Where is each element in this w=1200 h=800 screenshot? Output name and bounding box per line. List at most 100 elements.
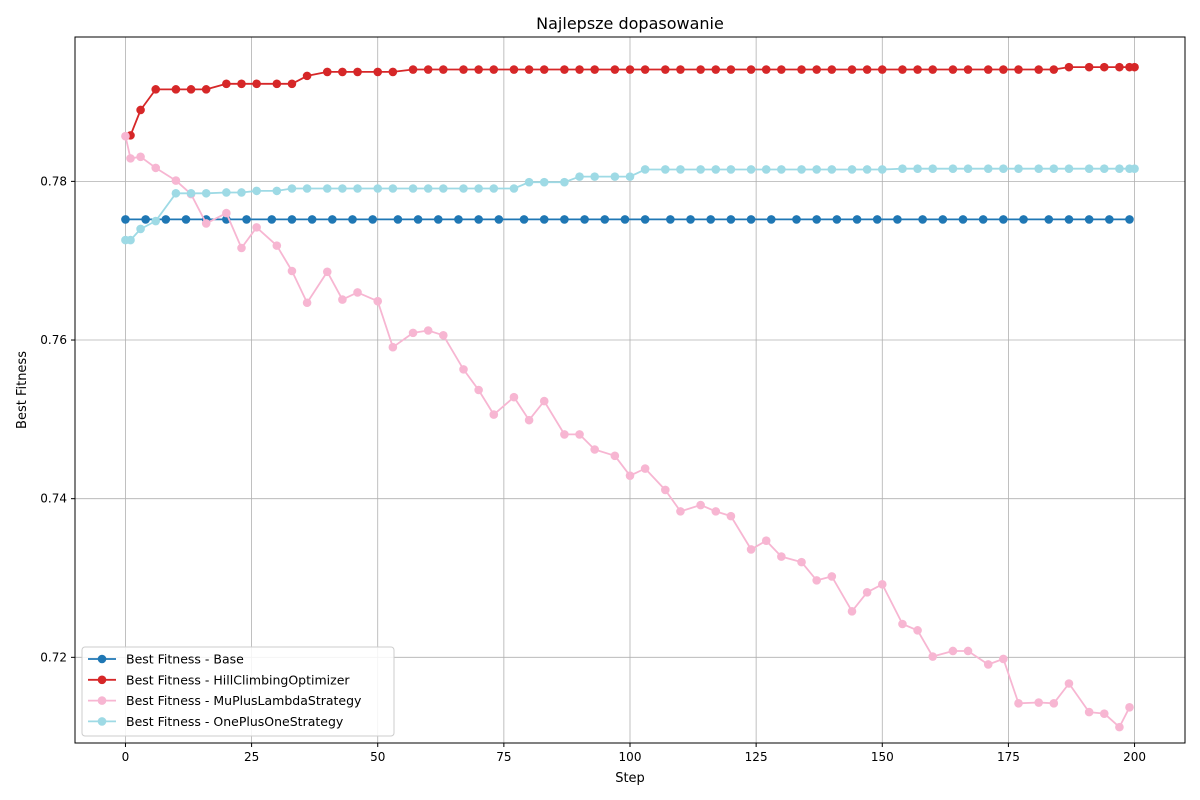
- data-point: [777, 65, 786, 74]
- data-point: [338, 67, 347, 77]
- data-point: [999, 164, 1008, 173]
- series-1: [121, 215, 1134, 224]
- data-point: [136, 152, 145, 162]
- data-point: [666, 215, 675, 224]
- data-point: [761, 536, 771, 546]
- data-point: [600, 215, 610, 224]
- data-point: [1130, 164, 1139, 173]
- data-point: [640, 464, 650, 473]
- data-point: [812, 165, 821, 174]
- data-point: [171, 176, 181, 185]
- data-point: [1125, 703, 1134, 712]
- data-point: [983, 164, 993, 173]
- data-point: [252, 79, 261, 89]
- data-point: [963, 646, 973, 656]
- data-point: [201, 85, 211, 94]
- data-point: [121, 215, 130, 224]
- data-point: [1064, 679, 1074, 688]
- data-point: [913, 626, 922, 635]
- series-layer: [121, 62, 1139, 732]
- data-point: [661, 165, 670, 174]
- data-point: [999, 65, 1008, 74]
- data-point: [1064, 215, 1074, 224]
- data-point: [575, 172, 584, 181]
- data-point: [913, 65, 922, 74]
- data-point: [746, 65, 756, 74]
- data-point: [423, 184, 433, 193]
- data-point: [610, 65, 620, 74]
- data-point: [524, 415, 534, 425]
- data-point: [877, 65, 887, 74]
- data-point: [625, 172, 635, 181]
- data-point: [121, 131, 130, 141]
- legend-marker: [97, 696, 107, 705]
- data-point: [661, 65, 670, 74]
- data-point: [1099, 164, 1109, 173]
- data-point: [726, 65, 736, 74]
- data-point: [126, 154, 135, 163]
- data-point: [126, 235, 135, 245]
- data-point: [560, 177, 569, 187]
- data-point: [272, 241, 282, 250]
- data-point: [151, 163, 161, 173]
- data-point: [459, 365, 468, 374]
- data-point: [898, 164, 907, 173]
- legend-marker: [97, 717, 107, 726]
- legend-label: Best Fitness - MuPlusLambdaStrategy: [126, 693, 362, 708]
- data-point: [509, 392, 519, 402]
- data-point: [1084, 215, 1094, 224]
- data-point: [307, 215, 317, 224]
- data-point: [272, 79, 282, 89]
- data-point: [1014, 699, 1023, 708]
- legend-item: Best Fitness - OnePlusOneStrategy: [88, 714, 344, 729]
- data-point: [580, 215, 589, 224]
- data-point: [1115, 722, 1124, 732]
- data-point: [287, 266, 297, 276]
- data-point: [847, 607, 857, 616]
- data-point: [711, 65, 721, 74]
- data-point: [373, 296, 383, 306]
- data-point: [761, 165, 771, 174]
- data-point: [640, 65, 650, 74]
- x-tick-label: 0: [122, 750, 130, 764]
- y-tick-label: 0.74: [40, 492, 67, 506]
- legend-label: Best Fitness - Base: [126, 652, 244, 667]
- data-point: [1049, 699, 1059, 708]
- data-point: [287, 215, 297, 224]
- data-point: [353, 184, 362, 193]
- legend-box: [81, 646, 395, 737]
- data-point: [252, 223, 261, 232]
- data-point: [827, 65, 837, 74]
- data-point: [893, 215, 902, 224]
- data-point: [696, 65, 705, 74]
- data-point: [610, 451, 620, 461]
- data-point: [353, 288, 362, 297]
- data-point: [1084, 62, 1094, 72]
- data-point: [797, 165, 806, 174]
- x-tick-label: 150: [871, 750, 894, 764]
- data-point: [353, 67, 362, 77]
- data-point: [322, 267, 332, 277]
- data-point: [560, 430, 569, 439]
- data-point: [590, 445, 599, 454]
- data-point: [338, 295, 347, 304]
- legend-marker: [97, 654, 107, 664]
- data-point: [560, 215, 569, 224]
- data-point: [575, 430, 584, 439]
- data-point: [1044, 215, 1054, 224]
- data-point: [928, 652, 938, 661]
- data-point: [1130, 62, 1139, 72]
- data-point: [620, 215, 630, 224]
- data-point: [696, 165, 705, 174]
- data-point: [1049, 164, 1059, 173]
- data-point: [590, 172, 599, 181]
- data-point: [913, 164, 922, 173]
- data-point: [474, 385, 483, 395]
- data-point: [726, 165, 736, 174]
- x-axis-label: Step: [615, 771, 645, 786]
- data-point: [287, 79, 297, 89]
- data-point: [640, 165, 650, 174]
- data-point: [459, 184, 468, 193]
- data-point: [711, 165, 721, 174]
